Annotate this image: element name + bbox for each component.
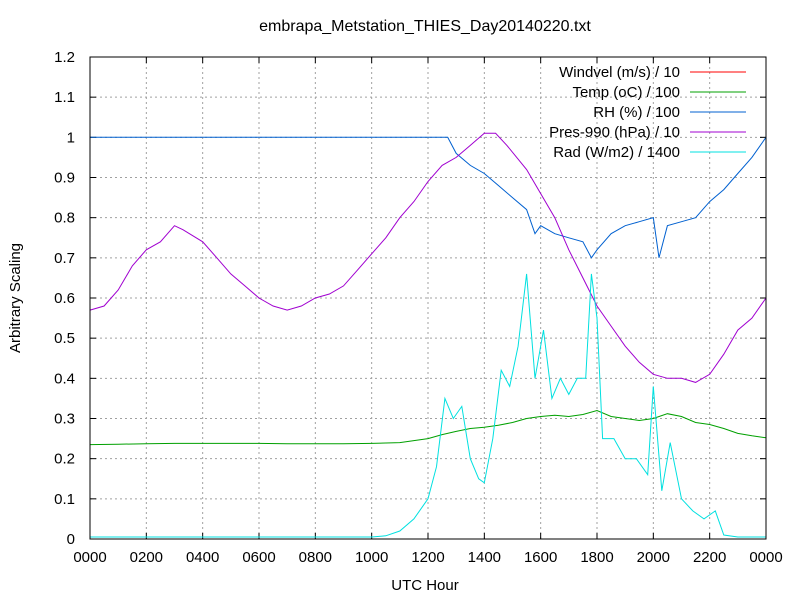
y-tick-label: 0.9 bbox=[54, 170, 75, 187]
series-line-2 bbox=[90, 136, 767, 259]
x-tick-label: 0000 bbox=[73, 549, 106, 566]
x-tick-label: 2200 bbox=[693, 549, 726, 566]
x-tick-label: 1200 bbox=[411, 549, 444, 566]
legend-label: Pres-990 (hPa) / 10 bbox=[549, 124, 680, 141]
y-tick-label: 1.2 bbox=[54, 49, 75, 66]
x-tick-label: 0800 bbox=[299, 549, 332, 566]
legend: Windvel (m/s) / 10 Temp (oC) / 100 RH (%) … bbox=[549, 64, 746, 161]
y-tick-label: 0.7 bbox=[54, 250, 75, 267]
y-axis-label: Arbitrary Scaling bbox=[7, 243, 24, 353]
plot-frame bbox=[89, 56, 767, 540]
y-tick-label: 0 bbox=[67, 531, 75, 548]
y-tick-label: 0.6 bbox=[54, 290, 75, 307]
y-tick-label: 1 bbox=[67, 129, 75, 146]
ticks: 0000 0200 0400 0600 0800 1000 1200 1400 1600 1800… bbox=[54, 49, 783, 566]
legend-label: RH (%) / 100 bbox=[593, 104, 680, 121]
x-tick-label: 0400 bbox=[186, 549, 219, 566]
legend-label: Rad (W/m2) / 1400 bbox=[553, 144, 680, 161]
y-tick-label: 0.3 bbox=[54, 411, 75, 428]
x-tick-label: 1000 bbox=[355, 549, 388, 566]
chart-title: embrapa_Metstation_THIES_Day20140220.txt bbox=[259, 18, 591, 35]
legend-label: Temp (oC) / 100 bbox=[572, 84, 680, 101]
legend-label: Windvel (m/s) / 10 bbox=[559, 64, 680, 81]
x-axis-label: UTC Hour bbox=[391, 577, 459, 594]
y-tick-label: 0.5 bbox=[54, 330, 75, 347]
x-tick-label: 1400 bbox=[468, 549, 501, 566]
y-tick-label: 0.8 bbox=[54, 210, 75, 227]
series-line-4 bbox=[90, 273, 766, 538]
x-tick-label: 0600 bbox=[242, 549, 275, 566]
x-tick-label: 1800 bbox=[580, 549, 613, 566]
y-tick-label: 0.2 bbox=[54, 451, 75, 468]
x-tick-label: 0200 bbox=[130, 549, 163, 566]
x-tick-label: 0000 bbox=[749, 549, 782, 566]
y-tick-label: 1.1 bbox=[54, 89, 75, 106]
y-tick-label: 0.4 bbox=[54, 370, 75, 387]
x-tick-label: 2000 bbox=[637, 549, 670, 566]
y-tick-label: 0.1 bbox=[54, 491, 75, 508]
series-line-1 bbox=[89, 409, 767, 446]
series-group bbox=[89, 132, 767, 538]
series-line-3 bbox=[89, 132, 767, 383]
x-tick-label: 1600 bbox=[524, 549, 557, 566]
